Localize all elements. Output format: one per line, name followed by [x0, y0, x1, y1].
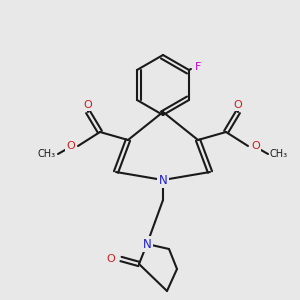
Text: O: O	[66, 141, 75, 151]
Text: O: O	[84, 100, 92, 110]
Text: N: N	[142, 238, 152, 250]
Text: CH₃: CH₃	[38, 149, 56, 159]
Text: F: F	[195, 62, 201, 72]
Text: O: O	[234, 100, 242, 110]
Text: CH₃: CH₃	[270, 149, 288, 159]
Text: N: N	[159, 173, 167, 187]
Text: O: O	[251, 141, 260, 151]
Text: O: O	[106, 254, 115, 264]
